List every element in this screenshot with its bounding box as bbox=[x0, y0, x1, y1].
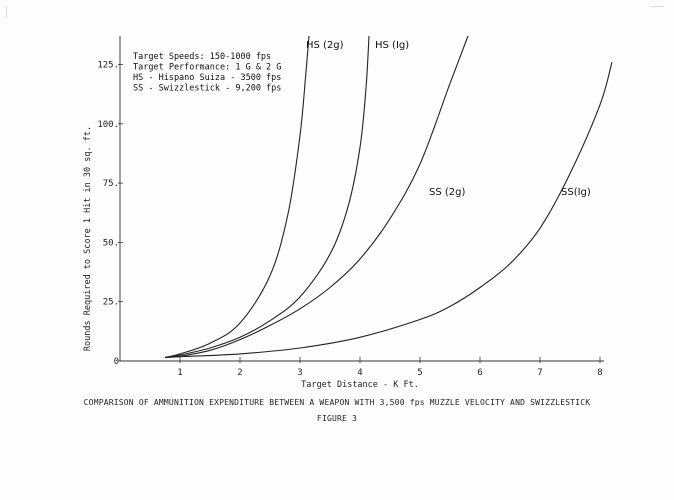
series-line-hs-2g bbox=[164, 35, 310, 358]
series-line-ss-2g bbox=[164, 35, 469, 358]
legend-entry: HS - Hispano Suiza - 3500 fps bbox=[133, 73, 281, 83]
legend-entry: Target Performance: 1 G & 2 G bbox=[133, 63, 281, 73]
chart-curves bbox=[164, 35, 613, 358]
y-tick-label: 0 bbox=[114, 357, 119, 367]
y-tick-label: 50. bbox=[103, 238, 119, 248]
top-right-fold-mark bbox=[650, 6, 664, 7]
series-line-ss-ig bbox=[164, 61, 613, 358]
figure-number: FIGURE 3 bbox=[316, 414, 358, 423]
figure-caption: COMPARISON OF AMMUNITION EXPENDITURE BET… bbox=[83, 398, 591, 407]
legend-entry: SS - Swizzlestick - 9,200 fps bbox=[133, 84, 281, 94]
series-label-ss-ig: SS(Ig) bbox=[561, 187, 591, 198]
y-axis-title: Rounds Required to Score 1 Hit in 30 sq.… bbox=[83, 126, 93, 351]
x-tick-label: 6 bbox=[477, 368, 482, 378]
x-tick-label: 7 bbox=[537, 368, 542, 378]
x-tick-label: 3 bbox=[297, 368, 302, 378]
x-axis-title: Target Distance - K Ft. bbox=[301, 380, 419, 390]
y-tick-label: 75. bbox=[103, 179, 119, 189]
x-tick-label: 8 bbox=[597, 368, 602, 378]
x-tick-label: 4 bbox=[357, 368, 362, 378]
top-left-fold-mark bbox=[6, 6, 7, 18]
x-tick-label: 1 bbox=[177, 368, 182, 378]
series-label-ss-2g: SS (2g) bbox=[429, 187, 465, 198]
y-tick-label: 125. bbox=[97, 60, 119, 70]
chart-axes: 1 2 3 4 5 6 7 8 0 25. 50. 75. 100. 125. Target Distanc… bbox=[83, 36, 604, 390]
y-tick-label: 25. bbox=[103, 298, 119, 308]
y-tick-label: 100. bbox=[97, 120, 119, 130]
x-tick-label: 2 bbox=[237, 368, 242, 378]
series-label-hs-2g: HS (2g) bbox=[306, 40, 344, 51]
series-line-hs-ig bbox=[164, 35, 370, 358]
series-label-hs-ig: HS (Ig) bbox=[375, 40, 409, 51]
legend-entry: Target Speeds: 150-1000 fps bbox=[133, 52, 271, 62]
x-tick-label: 5 bbox=[417, 368, 422, 378]
